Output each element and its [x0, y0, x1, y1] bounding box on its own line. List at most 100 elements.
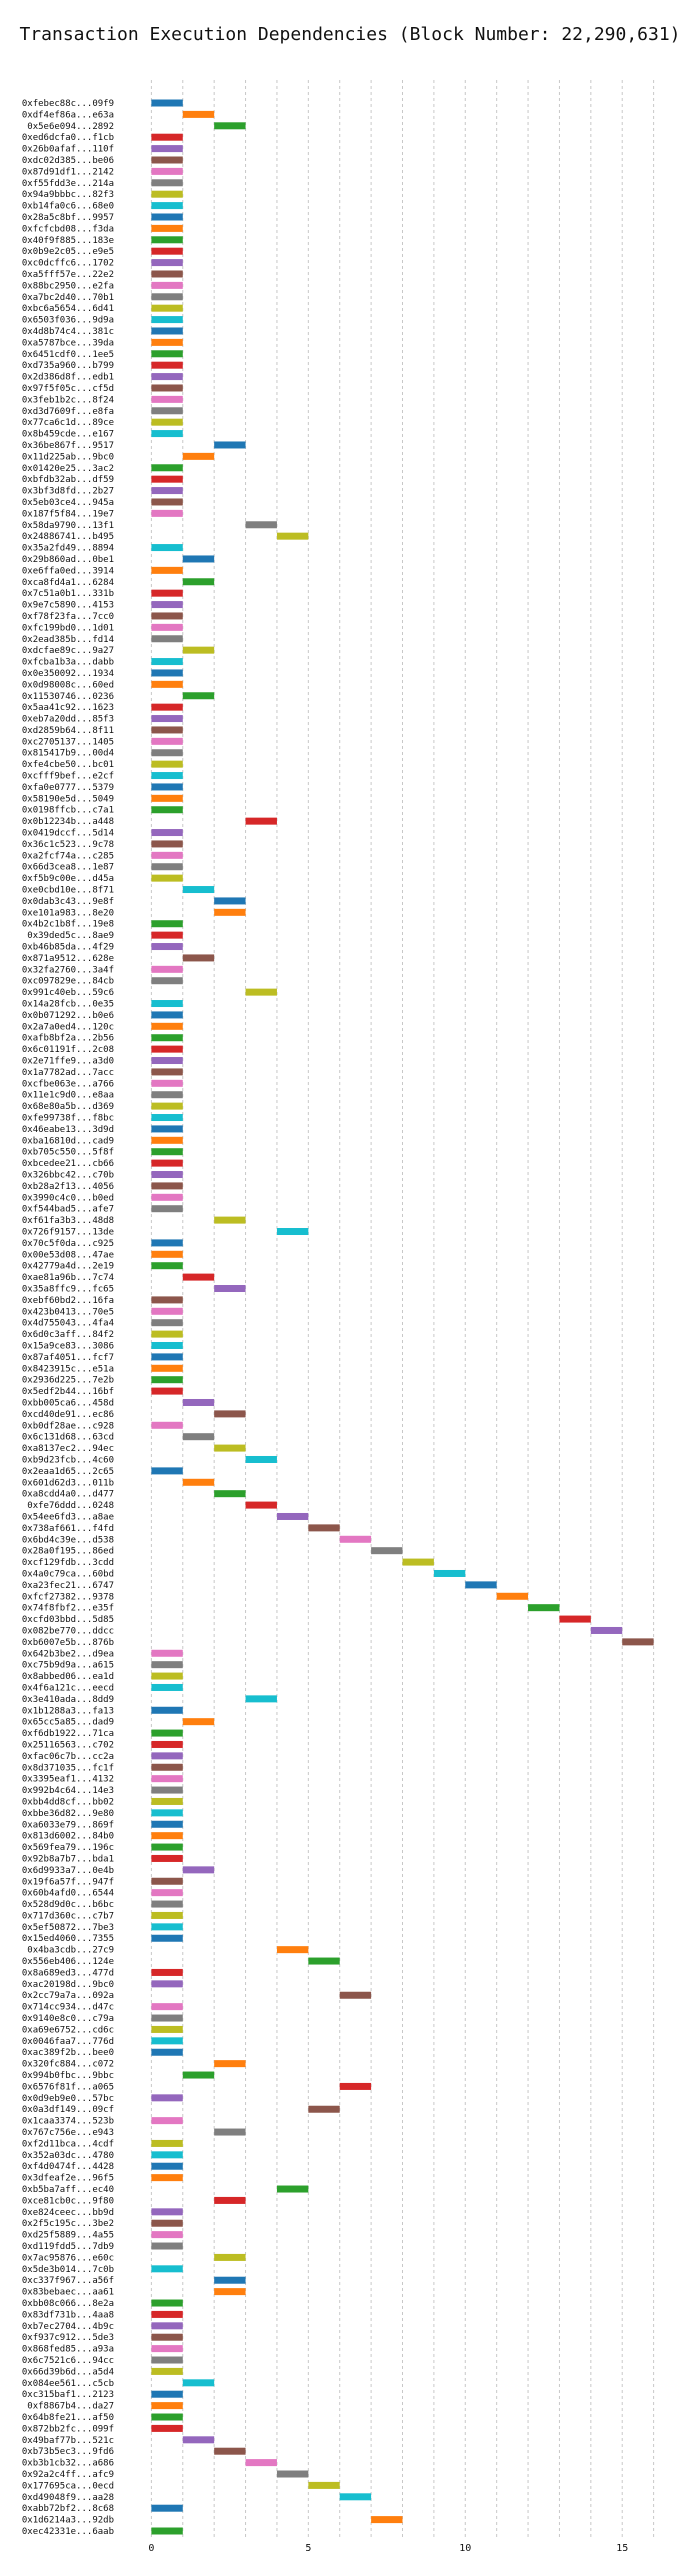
y-tick-label: 0xb7ec2704...4b9c: [22, 2322, 114, 2332]
transaction-bar: [182, 646, 215, 654]
y-tick-label: 0x738af661...f4fd: [22, 1524, 114, 1534]
transaction-bar: [151, 1171, 183, 1179]
y-tick-label: 0x3dfeaf2e...96f5: [22, 2174, 114, 2184]
y-tick-label: 0x767c756e...e943: [22, 2128, 114, 2138]
y-tick-label: 0x0dab3c43...9e8f: [22, 897, 114, 907]
transaction-bar: [182, 2436, 215, 2444]
transaction-bar: [151, 281, 183, 289]
transaction-bar: [151, 2014, 183, 2022]
y-tick-label: 0x992b4c64...14e3: [22, 1786, 114, 1796]
y-tick-label: 0x2ead385b...fd14: [22, 635, 114, 645]
transaction-bar: [151, 430, 183, 438]
transaction-bar: [151, 2231, 183, 2239]
transaction-bar: [151, 1341, 183, 1349]
transaction-bar: [151, 1307, 183, 1315]
y-tick-label: 0x528d9d0c...b6bc: [22, 1900, 114, 1910]
y-tick-label: 0x3990c4c0...b0ed: [22, 1193, 114, 1203]
transaction-bar: [151, 783, 183, 791]
y-tick-label: 0x5ef50872...7be3: [22, 1923, 114, 1933]
y-tick-label: 0xfcba1b3a...dabb: [22, 658, 114, 668]
transaction-bar: [151, 407, 183, 415]
transaction-bar: [214, 1410, 246, 1418]
transaction-bar: [151, 1330, 183, 1338]
transaction-bar: [151, 2322, 183, 2330]
transaction-bar: [151, 1319, 183, 1327]
y-tick-label: 0x813d6002...84b0: [22, 1832, 114, 1842]
transaction-bar: [151, 1091, 183, 1099]
transaction-bar: [151, 829, 183, 837]
transaction-bar: [182, 2071, 215, 2079]
y-tick-label: 0x7c51a0b1...331b: [22, 589, 114, 599]
transaction-bar: [182, 1398, 215, 1406]
transaction-bar: [433, 1569, 466, 1577]
y-tick-label: 0x83bebaec...aa61: [22, 2288, 114, 2298]
transaction-bar: [151, 2424, 183, 2432]
y-tick-label: 0x9e7c5890...4153: [22, 601, 114, 611]
y-tick-label: 0x0e350092...1934: [22, 669, 114, 679]
y-tick-label: 0xf2d11bca...4cdf: [22, 2139, 114, 2149]
transaction-bar: [151, 350, 183, 358]
y-tick-label: 0xc315baf1...2123: [22, 2390, 114, 2400]
y-tick-label: 0x6d0c3aff...84f2: [22, 1330, 114, 1340]
y-tick-label: 0xbb4dd8cf...bb02: [22, 1797, 114, 1807]
transaction-bar: [151, 1205, 183, 1213]
y-tick-label: 0x94a9bbbc...82f3: [22, 190, 114, 200]
transaction-bar: [214, 2447, 246, 2455]
y-tick-label: 0x11530746...0236: [22, 692, 114, 702]
y-tick-label: 0x5edf2b44...16bf: [22, 1387, 114, 1397]
transaction-bar: [151, 1923, 183, 1931]
y-tick-label: 0x1d6214a3...92db: [22, 2516, 114, 2526]
y-tick-label: 0x87af4051...fcf7: [22, 1353, 114, 1363]
y-tick-label: 0x58190e5d...5049: [22, 794, 114, 804]
y-tick-label: 0xb0df28ae...c928: [22, 1421, 114, 1431]
y-tick-label: 0xd735a960...b799: [22, 361, 114, 371]
transaction-bar: [151, 361, 183, 369]
y-tick-label: 0x28a5c8bf...9957: [22, 213, 114, 223]
transaction-bar: [622, 1638, 654, 1646]
y-tick-label: 0xf5b9c00e...d45a: [22, 874, 114, 884]
y-tick-label: 0xfcfcbd08...f3da: [22, 224, 114, 234]
transaction-bar: [182, 886, 215, 894]
y-tick-label: 0x2936d225...7e2b: [22, 1376, 114, 1386]
transaction-bar: [151, 2356, 183, 2364]
y-tick-label: 0x60b4afd0...6544: [22, 1889, 114, 1899]
transaction-bar: [151, 1182, 183, 1190]
transaction-bar: [182, 2379, 215, 2387]
y-tick-label: 0xa8cdd4a0...d477: [22, 1490, 114, 1500]
y-tick-label: 0x4f6a121c...eecd: [22, 1683, 114, 1693]
y-tick-label: 0x2a7a0ed4...120c: [22, 1022, 114, 1032]
transaction-bar: [151, 794, 183, 802]
transaction-bar: [151, 2037, 183, 2045]
transaction-bar: [151, 612, 183, 620]
transaction-bar: [151, 338, 183, 346]
x-tick-label: 10: [459, 2543, 471, 2554]
transaction-bar: [151, 202, 183, 210]
y-tick-label: 0xfac06c7b...cc2a: [22, 1752, 114, 1762]
transaction-bar: [151, 167, 183, 175]
transaction-bar: [214, 2276, 246, 2284]
transaction-bar: [151, 1820, 183, 1828]
y-tick-label: 0xebf60bd2...16fa: [22, 1296, 114, 1306]
y-tick-label: 0x177695ca...0ecd: [22, 2481, 114, 2491]
transaction-bar: [245, 521, 277, 529]
y-tick-label: 0xd3d7609f...e8fa: [22, 407, 114, 417]
y-tick-label: 0xc337f967...a56f: [22, 2276, 114, 2286]
transaction-bar: [151, 395, 183, 403]
y-tick-label: 0x28a0f195...86ed: [22, 1547, 114, 1557]
y-tick-label: 0xa8137ec2...94ec: [22, 1444, 114, 1454]
y-tick-label: 0xc75b9d9a...a615: [22, 1661, 114, 1671]
y-tick-label: 0xe0cbd10e...8f71: [22, 886, 114, 896]
y-tick-label: 0x49baf77b...521c: [22, 2436, 114, 2446]
transaction-bar: [151, 327, 183, 335]
y-tick-label: 0x42779a4d...2e19: [22, 1262, 114, 1272]
y-tick-label: 0x871a9512...628e: [22, 954, 114, 964]
transaction-bar: [151, 1775, 183, 1783]
y-tick-label: 0x4d8b74c4...381c: [22, 327, 114, 337]
y-tick-label: 0x01420e25...3ac2: [22, 464, 114, 474]
transaction-bar: [151, 145, 183, 153]
transaction-bar: [151, 874, 183, 882]
y-tick-label: 0xb14fa0c6...68e0: [22, 202, 114, 212]
y-tick-label: 0x25116563...c702: [22, 1740, 114, 1750]
transaction-bar: [339, 1991, 372, 1999]
